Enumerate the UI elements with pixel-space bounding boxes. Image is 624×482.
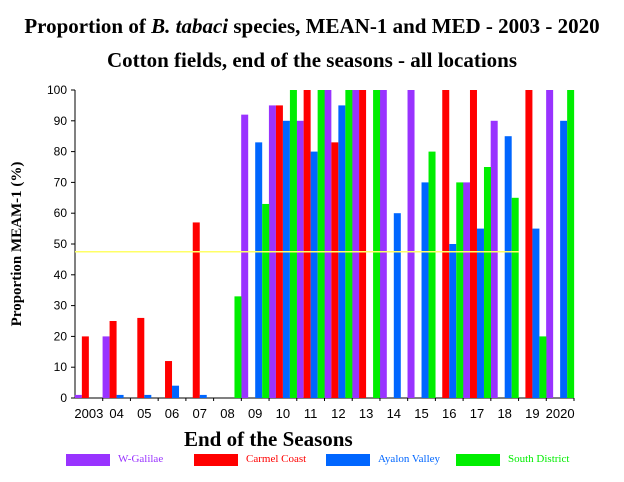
legend-swatch [456,454,500,466]
bar-carmel-coast [525,90,533,398]
legend-label: Carmel Coast [246,453,307,465]
x-tick-label: 09 [248,406,262,421]
bar-w-galilae [324,90,332,398]
x-tick-label: 2020 [546,406,575,421]
bar-ayalon-valley [476,228,484,398]
bar-south-district [483,167,491,398]
bar-south-district [511,197,519,398]
bar-ayalon-valley [310,151,318,398]
y-tick-label: 30 [54,299,68,313]
x-tick-label: 05 [137,406,151,421]
x-tick-label: 04 [109,406,123,421]
bar-south-district [317,90,325,398]
y-tick-label: 70 [54,175,68,189]
y-tick-label: 40 [54,268,68,282]
bar-w-galilae [241,114,249,398]
bar-ayalon-valley [449,244,457,398]
bar-carmel-coast [359,90,367,398]
bar-ayalon-valley [199,394,207,398]
bar-south-district [262,203,270,398]
bar-south-district [373,90,381,398]
y-tick-label: 100 [47,83,67,97]
bar-carmel-coast [109,321,117,398]
bar-carmel-coast [165,361,173,398]
legend-swatch [326,454,370,466]
x-axis-label: End of the Seasons [184,427,353,451]
chart-subtitle: Cotton fields, end of the seasons - all … [106,48,518,72]
x-tick-label: 13 [359,406,373,421]
legend: W-Galilae Carmel Coast Ayalon Valley South … [0,452,624,472]
bar-ayalon-valley [421,182,429,398]
x-tick-label: 12 [331,406,345,421]
bar-ayalon-valley [560,120,568,399]
bar-carmel-coast [469,90,477,398]
bar-carmel-coast [192,222,200,398]
bar-w-galilae [74,394,82,398]
y-axis-label: Proportion MEAM-1 (%) [9,162,25,327]
bar-ayalon-valley [255,142,263,398]
bar-w-galilae [462,182,470,398]
bar-ayalon-valley [116,394,124,398]
bar-w-galilae [546,90,554,398]
bar-ayalon-valley [282,120,290,399]
bar-w-galilae [102,336,110,398]
bar-ayalon-valley [144,394,152,398]
bar-south-district [345,90,353,398]
legend-label: W-Galilae [118,453,164,465]
x-tick-label: 11 [304,406,318,421]
chart-title: Proportion of B. tabaci species, MEAN-1 … [24,14,600,38]
y-tick-label: 60 [54,206,68,220]
y-tick-label: 10 [54,360,68,374]
y-tick-label: 80 [54,145,68,159]
bar-ayalon-valley [172,385,180,398]
bar-carmel-coast [137,317,145,398]
bar-w-galilae [407,90,415,398]
x-tick-label: 15 [414,406,428,421]
legend-swatch [66,454,110,466]
x-tick-label: 07 [193,406,207,421]
bar-w-galilae [379,90,387,398]
y-tick-label: 0 [60,391,67,405]
x-tick-label: 10 [276,406,290,421]
x-tick-label: 17 [470,406,484,421]
x-tick-label: 08 [220,406,234,421]
x-tick-label: 2003 [74,406,103,421]
bar-carmel-coast [331,142,339,398]
bar-carmel-coast [303,90,311,398]
x-tick-label: 18 [497,406,511,421]
x-tick-label: 06 [165,406,179,421]
bar-south-district [289,90,297,398]
y-tick-label: 50 [54,237,68,251]
bar-south-district [234,296,242,398]
bar-w-galilae [490,120,498,399]
bar-south-district [567,90,575,398]
bar-south-district [456,182,464,398]
x-tick-label: 14 [387,406,401,421]
legend-swatch [194,454,238,466]
bar-carmel-coast [81,336,89,398]
bar-ayalon-valley [532,228,540,398]
bar-w-galilae [352,90,360,398]
y-tick-label: 20 [54,329,68,343]
legend-label: Ayalon Valley [378,453,441,465]
bar-ayalon-valley [393,213,401,398]
x-tick-label: 19 [525,406,539,421]
bar-south-district [539,336,547,398]
x-tick-label: 16 [442,406,456,421]
bar-carmel-coast [442,90,450,398]
bar-south-district [428,151,436,398]
legend-label: South District [508,453,570,465]
bar-ayalon-valley [504,136,512,398]
y-tick-label: 90 [54,114,68,128]
bar-w-galilae [296,120,304,399]
